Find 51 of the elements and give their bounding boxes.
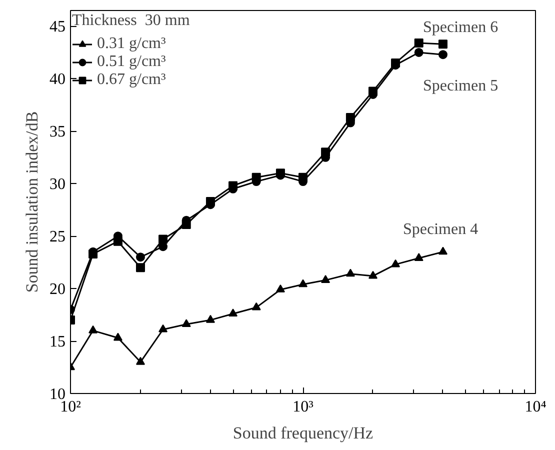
point <box>88 325 98 334</box>
point <box>298 279 308 288</box>
point <box>113 332 122 341</box>
point <box>228 181 238 190</box>
x-tick-label: 10³ <box>292 398 314 416</box>
point <box>276 284 285 292</box>
point <box>158 324 168 332</box>
point <box>391 259 400 268</box>
point <box>368 270 378 279</box>
point <box>346 113 355 122</box>
point <box>321 275 330 283</box>
point <box>438 246 448 255</box>
point <box>252 172 261 182</box>
y-tick-label: 15 <box>50 334 66 351</box>
x-axis-title: Sound frequency/Hz <box>232 424 374 442</box>
legend-title: Thickness 30 mm <box>72 12 190 30</box>
point <box>206 196 215 206</box>
point <box>206 314 215 323</box>
annotation: Specimen 6 <box>422 19 498 36</box>
point <box>113 236 122 246</box>
annotation: Specimen 4 <box>402 220 478 238</box>
point <box>228 308 238 317</box>
point <box>414 38 424 48</box>
y-tick-label: 20 <box>50 281 66 298</box>
point <box>182 319 191 328</box>
point <box>438 50 448 60</box>
point <box>346 268 355 277</box>
point <box>252 302 261 310</box>
point <box>368 86 378 96</box>
legend-label: 0.67 g/cm³ <box>97 71 166 89</box>
y-tick-label: 30 <box>50 176 66 194</box>
point <box>182 220 191 230</box>
point <box>298 172 308 182</box>
point <box>136 263 145 272</box>
annotation: Specimen 5 <box>422 78 498 95</box>
point <box>136 252 145 262</box>
y-tick-label: 40 <box>50 71 66 88</box>
y-tick-label: 45 <box>50 18 66 36</box>
x-tick-label: 10⁴ <box>524 398 547 416</box>
point <box>158 234 168 244</box>
legend-label: 0.31 g/cm³ <box>97 35 166 53</box>
legend-label: 0.51 g/cm³ <box>97 53 166 71</box>
y-tick-label: 35 <box>50 124 66 141</box>
y-axis-title: Sound insulation index/dB <box>22 111 42 293</box>
point <box>438 40 448 49</box>
point <box>414 253 424 261</box>
point <box>136 356 145 365</box>
x-tick-label: 10² <box>60 398 82 416</box>
point <box>414 48 424 57</box>
y-tick-label: 25 <box>50 228 66 246</box>
point <box>321 148 330 157</box>
